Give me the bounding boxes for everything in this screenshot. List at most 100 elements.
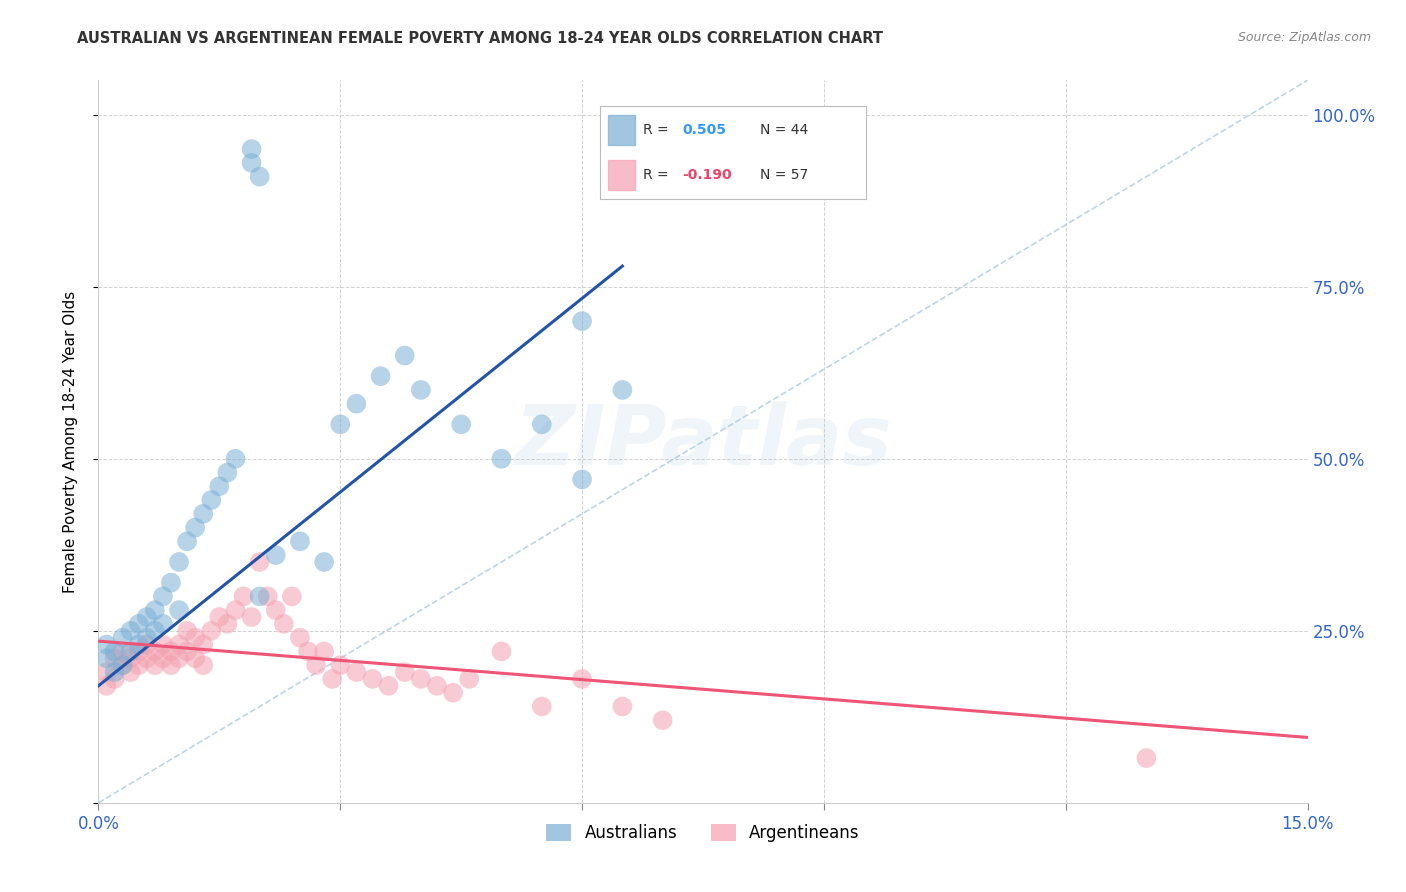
Point	[111, 658, 134, 673]
Point	[288, 631, 311, 645]
Point	[193, 638, 215, 652]
Point	[249, 590, 271, 604]
Point	[217, 466, 239, 480]
Point	[571, 314, 593, 328]
Point	[128, 616, 150, 631]
Point	[224, 451, 246, 466]
Point	[240, 156, 263, 170]
Point	[297, 644, 319, 658]
Point	[135, 651, 157, 665]
Point	[167, 651, 190, 665]
Point	[135, 631, 157, 645]
Point	[344, 397, 367, 411]
Point	[111, 658, 134, 673]
Legend: Australians, Argentineans: Australians, Argentineans	[540, 817, 866, 848]
Point	[491, 644, 513, 658]
Point	[143, 603, 166, 617]
Point	[571, 472, 593, 486]
Point	[450, 417, 472, 432]
Point	[120, 624, 142, 638]
Point	[176, 644, 198, 658]
Point	[128, 644, 150, 658]
Point	[1135, 751, 1157, 765]
Point	[143, 624, 166, 638]
Point	[103, 644, 125, 658]
Point	[240, 610, 263, 624]
Point	[96, 665, 118, 679]
Point	[135, 610, 157, 624]
Point	[128, 638, 150, 652]
Point	[111, 631, 134, 645]
Point	[184, 651, 207, 665]
Point	[152, 616, 174, 631]
Point	[571, 672, 593, 686]
Point	[152, 638, 174, 652]
Point	[176, 534, 198, 549]
Point	[135, 638, 157, 652]
Point	[120, 644, 142, 658]
Point	[612, 383, 634, 397]
Point	[329, 658, 352, 673]
Point	[361, 672, 384, 686]
Point	[217, 616, 239, 631]
Point	[193, 507, 215, 521]
Y-axis label: Female Poverty Among 18-24 Year Olds: Female Poverty Among 18-24 Year Olds	[63, 291, 77, 592]
Point	[111, 644, 134, 658]
Point	[329, 417, 352, 432]
Point	[458, 672, 481, 686]
Point	[344, 665, 367, 679]
Point	[160, 644, 183, 658]
Text: Source: ZipAtlas.com: Source: ZipAtlas.com	[1237, 31, 1371, 45]
Point	[120, 651, 142, 665]
Point	[264, 548, 287, 562]
Point	[96, 638, 118, 652]
Point	[193, 658, 215, 673]
Point	[200, 624, 222, 638]
Text: ZIPatlas: ZIPatlas	[515, 401, 891, 482]
Point	[491, 451, 513, 466]
Point	[96, 679, 118, 693]
Point	[314, 555, 336, 569]
Point	[377, 679, 399, 693]
Point	[249, 169, 271, 184]
Point	[264, 603, 287, 617]
Point	[103, 672, 125, 686]
Point	[152, 651, 174, 665]
Text: AUSTRALIAN VS ARGENTINEAN FEMALE POVERTY AMONG 18-24 YEAR OLDS CORRELATION CHART: AUSTRALIAN VS ARGENTINEAN FEMALE POVERTY…	[77, 31, 883, 46]
Point	[184, 520, 207, 534]
Point	[167, 603, 190, 617]
Point	[305, 658, 328, 673]
Point	[426, 679, 449, 693]
Point	[321, 672, 343, 686]
Point	[273, 616, 295, 631]
Point	[409, 383, 432, 397]
Point	[240, 142, 263, 156]
Point	[530, 699, 553, 714]
Point	[530, 417, 553, 432]
Point	[394, 665, 416, 679]
Point	[651, 713, 673, 727]
Point	[167, 555, 190, 569]
Point	[103, 665, 125, 679]
Point	[314, 644, 336, 658]
Point	[208, 610, 231, 624]
Point	[232, 590, 254, 604]
Point	[224, 603, 246, 617]
Point	[103, 651, 125, 665]
Point	[256, 590, 278, 604]
Point	[143, 644, 166, 658]
Point	[143, 658, 166, 673]
Point	[200, 493, 222, 508]
Point	[288, 534, 311, 549]
Point	[128, 658, 150, 673]
Point	[120, 665, 142, 679]
Point	[167, 638, 190, 652]
Point	[160, 575, 183, 590]
Point	[208, 479, 231, 493]
Point	[152, 590, 174, 604]
Point	[176, 624, 198, 638]
Point	[96, 651, 118, 665]
Point	[612, 699, 634, 714]
Point	[249, 555, 271, 569]
Point	[441, 686, 464, 700]
